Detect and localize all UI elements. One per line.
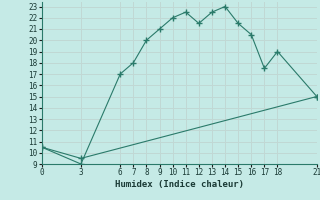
X-axis label: Humidex (Indice chaleur): Humidex (Indice chaleur) xyxy=(115,180,244,189)
